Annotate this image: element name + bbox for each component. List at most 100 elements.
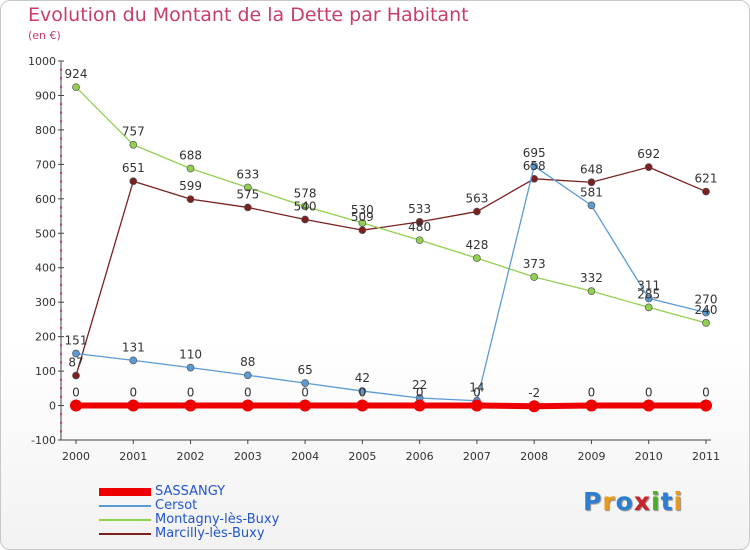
data-point xyxy=(587,201,596,210)
data-point xyxy=(415,218,424,226)
data-label: 0 xyxy=(645,386,653,400)
chart-title: Evolution du Montant de la Dette par Hab… xyxy=(28,4,469,26)
data-point xyxy=(587,287,596,296)
data-label: 0 xyxy=(301,386,309,400)
y-minor-tick xyxy=(60,352,62,355)
data-label: 658 xyxy=(523,159,546,173)
y-minor-tick xyxy=(60,378,62,381)
series-line xyxy=(75,166,707,376)
data-point xyxy=(186,195,195,204)
series-line xyxy=(75,165,707,402)
legend-swatch xyxy=(99,488,151,496)
data-label: 688 xyxy=(179,148,202,162)
x-tick-label: 2002 xyxy=(177,450,205,463)
data-label: 695 xyxy=(523,146,546,160)
data-label: 651 xyxy=(122,161,145,175)
data-label: 480 xyxy=(408,220,431,234)
y-minor-tick xyxy=(60,275,62,278)
series-line xyxy=(76,402,706,410)
data-point xyxy=(299,399,312,412)
y-minor-tick xyxy=(60,361,62,364)
y-tick-label: 600 xyxy=(35,193,56,206)
y-minor-tick xyxy=(60,430,62,433)
data-point xyxy=(358,219,367,227)
proxiti-logo: Proxiti xyxy=(583,487,684,516)
data-point xyxy=(528,400,541,413)
legend-item: SASSANGY xyxy=(99,484,319,499)
y-tick-label: 900 xyxy=(35,89,56,102)
y-minor-tick xyxy=(60,421,62,424)
y-minor-tick xyxy=(60,318,62,321)
y-minor-tick xyxy=(60,85,62,88)
y-minor-tick xyxy=(60,327,62,330)
x-tick-label: 2010 xyxy=(635,450,663,463)
legend-swatch xyxy=(99,505,151,507)
y-minor-tick xyxy=(60,77,62,80)
data-label: 332 xyxy=(580,271,603,285)
legend-item: Montagny-lès-Buxy xyxy=(99,512,319,527)
data-label: 65 xyxy=(297,363,312,377)
data-point xyxy=(129,140,138,149)
y-minor-tick xyxy=(60,189,62,192)
y-tick-label: 0 xyxy=(49,400,56,413)
data-point xyxy=(184,399,197,412)
data-label: 0 xyxy=(588,386,596,400)
series-cersot xyxy=(72,162,710,405)
data-label: 578 xyxy=(294,186,317,200)
data-label: 131 xyxy=(122,340,145,354)
y-minor-tick xyxy=(60,180,62,183)
data-point xyxy=(301,215,309,224)
data-point xyxy=(241,399,254,412)
x-tick-label: 2005 xyxy=(348,450,376,463)
data-point xyxy=(700,399,712,412)
data-point xyxy=(72,349,80,358)
legend-label: SASSANGY xyxy=(155,484,226,499)
data-point xyxy=(587,178,596,187)
y-minor-tick xyxy=(60,413,62,416)
legend-label: Montagny-lès-Buxy xyxy=(155,512,280,527)
data-point xyxy=(470,399,483,412)
data-label: 87 xyxy=(68,356,83,370)
x-tick-label: 2008 xyxy=(520,450,548,463)
axes: -100010020030040050060070080090010002000… xyxy=(28,55,720,463)
data-point xyxy=(70,399,82,412)
data-point xyxy=(358,226,367,235)
y-minor-tick xyxy=(60,111,62,114)
y-tick-label: 700 xyxy=(35,158,56,171)
x-tick-label: 2003 xyxy=(234,450,262,463)
legend: SASSANGY Cersot Montagny-lès-Buxy Marcil… xyxy=(99,484,319,541)
y-minor-tick xyxy=(60,309,62,312)
data-label: 757 xyxy=(122,125,145,139)
x-tick-label: 2007 xyxy=(463,450,491,463)
y-minor-tick xyxy=(60,283,62,286)
data-label: 270 xyxy=(695,293,718,307)
x-tick-label: 2009 xyxy=(577,450,605,463)
data-label: 533 xyxy=(408,202,431,216)
data-label: 540 xyxy=(294,199,317,213)
data-label: 110 xyxy=(179,348,202,362)
data-point xyxy=(642,399,655,412)
data-label: 692 xyxy=(637,147,660,161)
data-label: 14 xyxy=(469,381,484,395)
x-tick-label: 2011 xyxy=(692,450,720,463)
data-label: 240 xyxy=(695,303,718,317)
y-minor-tick xyxy=(60,206,62,209)
y-minor-tick xyxy=(60,249,62,252)
data-point xyxy=(129,356,138,365)
data-label: 0 xyxy=(702,386,710,400)
x-tick-label: 2006 xyxy=(406,450,434,463)
data-point xyxy=(243,183,252,192)
y-minor-tick xyxy=(60,103,62,106)
y-minor-tick xyxy=(60,171,62,174)
data-label: 311 xyxy=(637,278,660,292)
data-label: 633 xyxy=(236,167,259,181)
data-label: 530 xyxy=(351,203,374,217)
data-point xyxy=(301,379,309,387)
legend-swatch xyxy=(99,519,151,521)
y-tick-label: 200 xyxy=(35,331,56,344)
data-point xyxy=(702,308,710,317)
data-point xyxy=(530,162,539,170)
data-label: 0 xyxy=(129,386,137,400)
